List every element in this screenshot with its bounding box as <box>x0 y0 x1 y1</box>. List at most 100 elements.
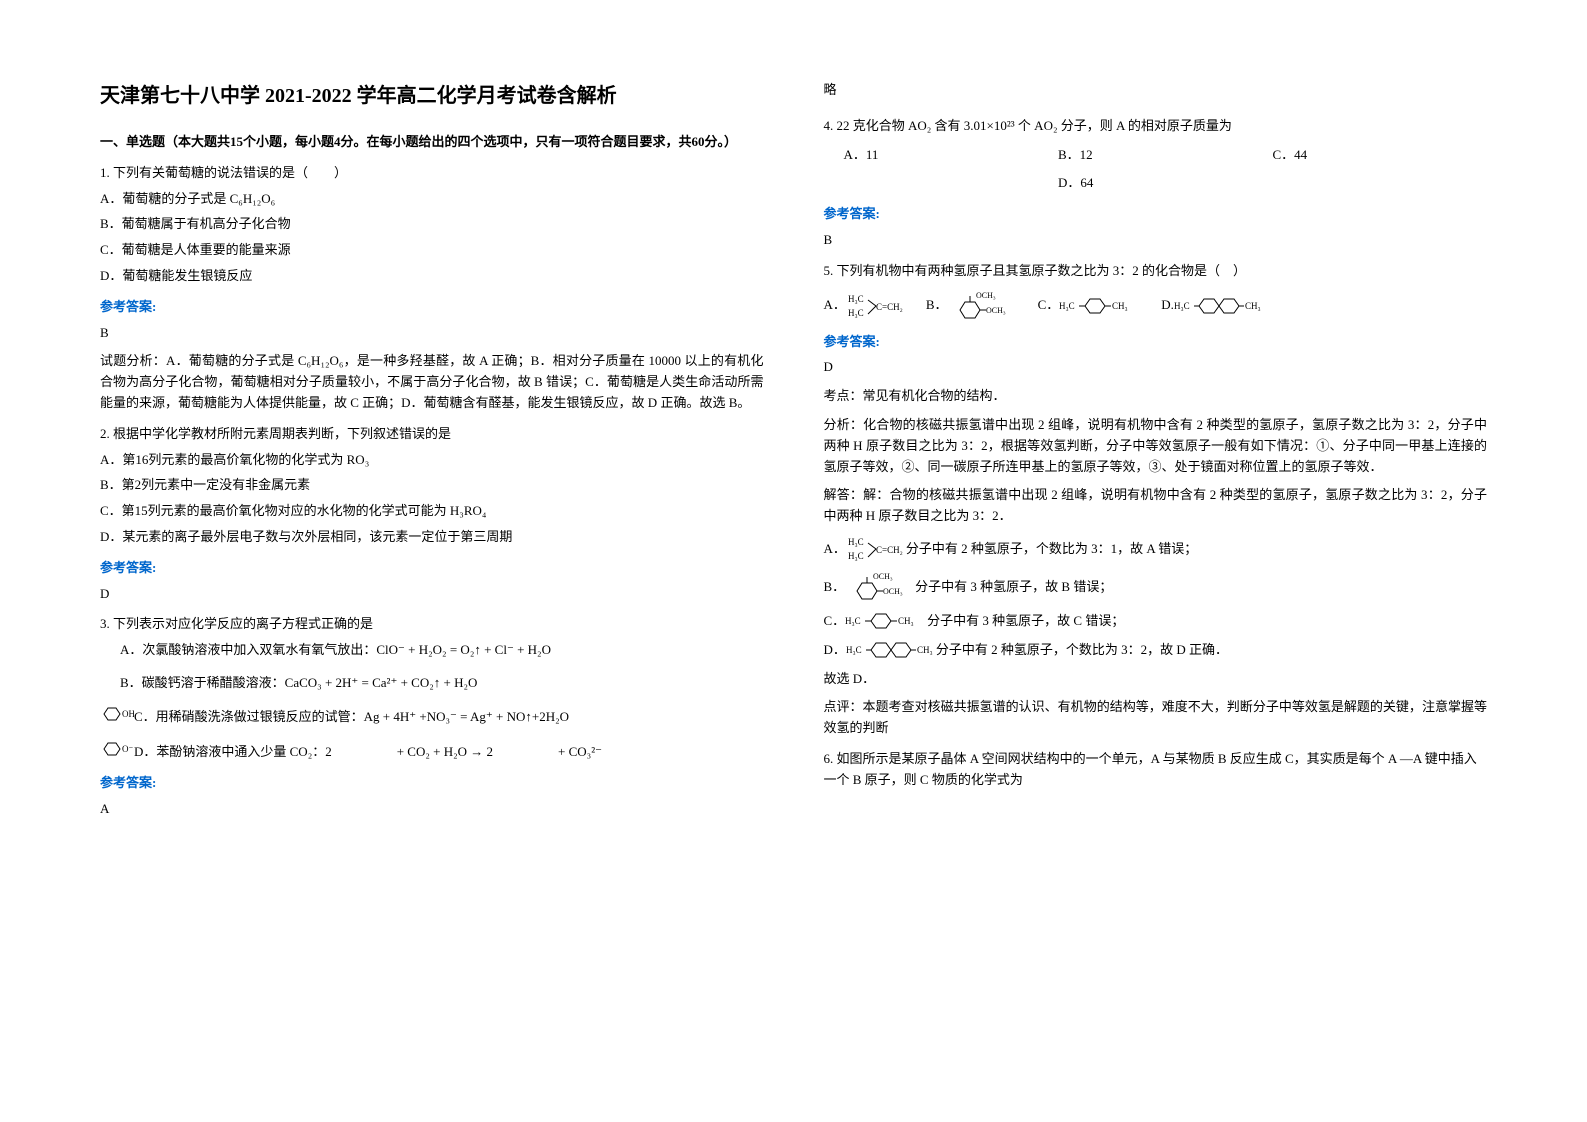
svg-text:H₃C: H₃C <box>848 294 864 304</box>
q4-options-row2: D．64 <box>844 173 1488 194</box>
svg-text:CH₃: CH₃ <box>917 645 933 655</box>
q2-answer: D <box>100 584 764 605</box>
exam-title: 天津第七十八中学 2021-2022 学年高二化学月考试卷含解析 <box>100 80 764 112</box>
q5-solve-a: A． H₃C H₃C C=CH₂ 分子中有 2 种氢原子，个数比为 3：1，故 A … <box>824 535 1488 563</box>
q5-option-b: B． OCH₃ OCH₃ <box>926 290 1018 322</box>
q4-option-c: C．44 <box>1273 145 1488 166</box>
q5-c-label: C． <box>1038 295 1060 316</box>
svg-text:H₃C: H₃C <box>1174 301 1190 311</box>
q1-option-b: B．葡萄糖属于有机高分子化合物 <box>100 214 764 235</box>
svg-text:OCH₃: OCH₃ <box>873 572 893 581</box>
svg-text:H₃C: H₃C <box>1059 301 1075 311</box>
svg-text:OH: OH <box>122 709 134 719</box>
phenoxide-icon: O⁻ <box>100 741 134 764</box>
dimethylnaphthalene-icon: H₃C CH₃ <box>1174 296 1264 316</box>
q5-sd-text: 分子中有 2 种氢原子，个数比为 3：2，故 D 正确． <box>936 640 1228 661</box>
q3-option-a: A．次氯酸钠溶液中加入双氧水有氧气放出：ClO⁻ + H₂O₂ = O₂↑ + … <box>120 640 764 661</box>
dimethoxybenzene-icon: OCH₃ OCH₃ <box>948 290 1018 322</box>
q5-options: A． H₃C H₃C C=CH₂ B． OCH₃ OCH₃ C． H₃C CH₃ D. … <box>824 290 1488 322</box>
q5-option-a: A． H₃C H₃C C=CH₂ <box>824 292 906 320</box>
q5-analysis: 分析：化合物的核磁共振氢谱中出现 2 组峰，说明有机物中含有 2 种类型的氢原子… <box>824 415 1488 477</box>
q2-option-b: B．第2列元素中一定没有非金属元素 <box>100 475 764 496</box>
dimethoxybenzene-icon-2: OCH₃ OCH₃ <box>845 571 915 603</box>
q5-select: 故选 D． <box>824 669 1488 690</box>
q5-solve-c: C． H₃C CH₃ 分子中有 3 种氢原子，故 C 错误； <box>824 611 1488 632</box>
q5-solve: 解答：解：合物的核磁共振氢谱中出现 2 组峰，说明有机物中含有 2 种类型的氢原… <box>824 485 1488 527</box>
q5-sc-label: C． <box>824 611 846 632</box>
q1-option-a: A．葡萄糖的分子式是 C₆H₁₂O₆ <box>100 189 764 210</box>
q2-option-c: C．第15列元素的最高价氧化物对应的水化物的化学式可能为 H₃RO₄ <box>100 501 764 522</box>
q3-stem: 3. 下列表示对应化学反应的离子方程式正确的是 <box>100 614 764 635</box>
q5-stem: 5. 下列有机物中有两种氢原子且其氢原子数之比为 3：2 的化合物是（ ） <box>824 261 1488 282</box>
q4-spacer2 <box>1273 173 1488 194</box>
svg-text:C=CH₂: C=CH₂ <box>876 545 903 555</box>
q3-option-c: C．用稀硝酸洗涤做过银镜反应的试管：Ag + 4H⁺ +NO₃⁻ = Ag⁺ +… <box>134 707 569 728</box>
q5-sa-text: 分子中有 2 种氢原子，个数比为 3：1，故 A 错误； <box>906 539 1197 560</box>
q6-stem: 6. 如图所示是某原子晶体 A 空间网状结构中的一个单元，A 与某物质 B 反应… <box>824 749 1488 791</box>
svg-text:H₃C: H₃C <box>848 308 864 318</box>
isobutylene-icon: H₃C H₃C C=CH₂ <box>846 292 906 320</box>
section-1-header: 一、单选题（本大题共15个小题，每小题4分。在每小题给出的四个选项中，只有一项符… <box>100 132 764 153</box>
q5-answer-label: 参考答案: <box>824 332 1488 353</box>
q1-answer: B <box>100 323 764 344</box>
svg-text:O⁻: O⁻ <box>122 744 133 754</box>
q3-option-d: D．苯酚钠溶液中通入少量 CO₂：2 + CO₂ + H₂O → 2 + CO₃… <box>134 742 602 763</box>
q5-option-d: D. H₃C CH₃ <box>1161 295 1264 316</box>
q1-answer-label: 参考答案: <box>100 297 764 318</box>
q5-solve-d: D． H₃CCH₃ 分子中有 2 种氢原子，个数比为 3：2，故 D 正确． <box>824 640 1488 661</box>
q5-sb-label: B． <box>824 577 846 598</box>
q4-stem: 4. 22 克化合物 AO₂ 含有 3.01×10²³ 个 AO₂ 分子，则 A… <box>824 116 1488 137</box>
q5-solve-b: B． OCH₃ OCH₃ 分子中有 3 种氢原子，故 B 错误； <box>824 571 1488 603</box>
q5-b-label: B． <box>926 295 948 316</box>
svg-text:H₃C: H₃C <box>845 616 861 626</box>
q5-point: 考点：常见有机化合物的结构． <box>824 386 1488 407</box>
q5-d-label: D. <box>1161 295 1174 316</box>
q2-answer-label: 参考答案: <box>100 558 764 579</box>
dimethylnaphthalene-icon-2: H₃C CH₃ <box>846 640 936 660</box>
q2-option-d: D．某元素的离子最外层电子数与次外层相同，该元素一定位于第三周期 <box>100 527 764 548</box>
q5-sa-label: A． <box>824 539 846 560</box>
q3-option-d-row: O⁻ D．苯酚钠溶液中通入少量 CO₂：2 + CO₂ + H₂O → 2 + … <box>100 741 764 764</box>
q1-option-c: C．葡萄糖是人体重要的能量来源 <box>100 240 764 261</box>
q5-a-label: A． <box>824 295 846 316</box>
q4-answer-label: 参考答案: <box>824 204 1488 225</box>
q3-answer-label: 参考答案: <box>100 773 764 794</box>
q4-option-a: A．11 <box>844 145 1059 166</box>
q5-comment: 点评：本题考查对核磁共振氢谱的认识、有机物的结构等，难度不大，判断分子中等效氢是… <box>824 697 1488 739</box>
svg-text:CH₃: CH₃ <box>1112 301 1128 311</box>
q3-option-b: B．碳酸钙溶于稀醋酸溶液：CaCO₃ + 2H⁺ = Ca²⁺ + CO₂↑ +… <box>120 673 764 694</box>
q5-sb-text: 分子中有 3 种氢原子，故 B 错误； <box>915 577 1112 598</box>
q2-option-a: A．第16列元素的最高价氧化物的化学式为 RO₃ <box>100 450 764 471</box>
left-column: 天津第七十八中学 2021-2022 学年高二化学月考试卷含解析 一、单选题（本… <box>100 80 764 820</box>
page-container: 天津第七十八中学 2021-2022 学年高二化学月考试卷含解析 一、单选题（本… <box>0 0 1587 860</box>
q5-answer: D <box>824 357 1488 378</box>
q4-option-d: D．64 <box>1058 173 1273 194</box>
q3-option-c-row: OH C．用稀硝酸洗涤做过银镜反应的试管：Ag + 4H⁺ +NO₃⁻ = Ag… <box>100 706 764 729</box>
svg-text:H₃C: H₃C <box>848 551 864 561</box>
q4-options-row1: A．11 B．12 C．44 <box>844 145 1488 166</box>
isobutylene-icon-2: H₃C H₃C C=CH₂ <box>846 535 906 563</box>
right-column: 略 4. 22 克化合物 AO₂ 含有 3.01×10²³ 个 AO₂ 分子，则… <box>824 80 1488 820</box>
svg-text:OCH₃: OCH₃ <box>883 587 903 596</box>
dimethylbenzene-14-icon-2: H₃C CH₃ <box>845 611 927 631</box>
svg-text:H₃C: H₃C <box>846 645 862 655</box>
q4-answer: B <box>824 230 1488 251</box>
q1-option-d: D．葡萄糖能发生银镜反应 <box>100 266 764 287</box>
phenol-oh-icon: OH <box>100 706 134 729</box>
q3-omit: 略 <box>824 80 1488 101</box>
svg-text:C=CH₂: C=CH₂ <box>876 302 903 312</box>
svg-text:OCH₃: OCH₃ <box>976 291 996 300</box>
svg-text:CH₃: CH₃ <box>1245 301 1261 311</box>
q4-spacer <box>844 173 1059 194</box>
svg-text:H₃C: H₃C <box>848 537 864 547</box>
q2-stem: 2. 根据中学化学教材所附元素周期表判断，下列叙述错误的是 <box>100 424 764 445</box>
svg-text:OCH₃: OCH₃ <box>986 306 1006 315</box>
q1-explanation: 试题分析：A．葡萄糖的分子式是 C₆H₁₂O₆，是一种多羟基醛，故 A 正确；B… <box>100 351 764 413</box>
q4-option-b: B．12 <box>1058 145 1273 166</box>
q1-stem: 1. 下列有关葡萄糖的说法错误的是（ ） <box>100 163 764 184</box>
q3-answer: A <box>100 799 764 820</box>
svg-text:CH₃: CH₃ <box>898 616 914 626</box>
q5-option-c: C． H₃C CH₃ <box>1038 295 1142 316</box>
dimethylbenzene-14-icon: H₃C CH₃ <box>1059 296 1141 316</box>
q5-sc-text: 分子中有 3 种氢原子，故 C 错误； <box>927 611 1124 632</box>
